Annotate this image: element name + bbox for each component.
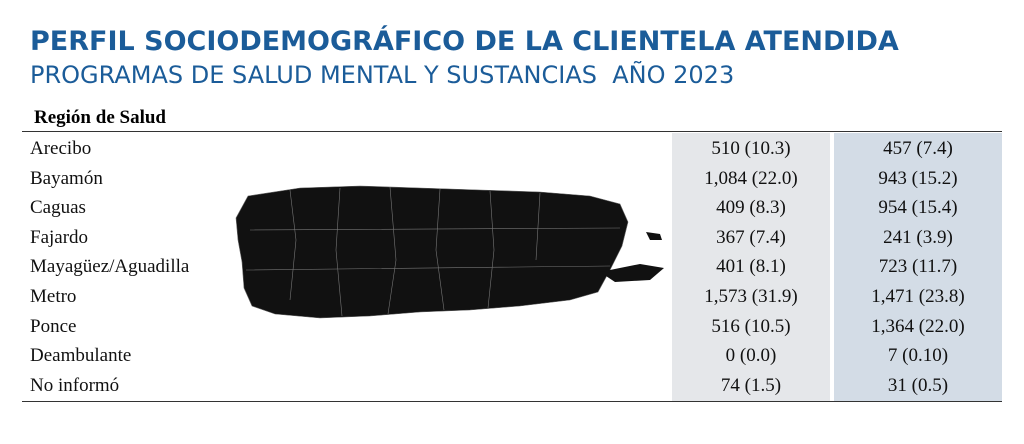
value-cell: 0 (0.0) bbox=[725, 345, 777, 367]
value-cell: 31 (0.5) bbox=[887, 374, 949, 396]
region-name: Mayagüez/Aguadilla bbox=[30, 256, 190, 278]
region-name: Arecibo bbox=[30, 138, 92, 159]
value-cell: 409 (8.3) bbox=[716, 197, 786, 219]
column-header: Región de Salud bbox=[34, 107, 166, 128]
value-cell: 510 (10.3) bbox=[711, 138, 791, 159]
value-cell: 1,364 (22.0) bbox=[871, 315, 965, 337]
title: PERFIL SOCIODEMOGRÁFICO DE LA CLIENTELA … bbox=[30, 26, 899, 57]
value-cell: 457 (7.4) bbox=[883, 138, 953, 159]
value-cell: 723 (11.7) bbox=[878, 256, 958, 278]
value-cell: 1,573 (31.9) bbox=[704, 286, 798, 307]
region-name: Deambulante bbox=[30, 345, 132, 367]
value-cell: 74 (1.5) bbox=[720, 374, 782, 396]
island-vieques bbox=[600, 264, 664, 282]
island-borders bbox=[245, 186, 621, 317]
value-cell: 516 (10.5) bbox=[711, 315, 791, 337]
column-band bbox=[834, 133, 1002, 401]
island-map bbox=[235, 185, 629, 319]
value-cell: 367 (7.4) bbox=[716, 226, 786, 248]
region-name: Metro bbox=[30, 286, 77, 307]
region-name: Fajardo bbox=[30, 226, 89, 248]
value-cell: 1,471 (23.8) bbox=[871, 286, 965, 307]
island-culebra bbox=[646, 232, 662, 240]
subtitle: PROGRAMAS DE SALUD MENTAL Y SUSTANCIAS A… bbox=[30, 61, 735, 89]
value-cell: 954 (15.4) bbox=[878, 197, 958, 219]
value-cell: 1,084 (22.0) bbox=[704, 167, 798, 189]
header-rule bbox=[22, 131, 1002, 132]
region-name: Ponce bbox=[30, 315, 77, 337]
region-name: Caguas bbox=[30, 197, 86, 219]
column-band bbox=[672, 133, 830, 401]
region-name: Bayamón bbox=[30, 167, 103, 189]
value-cell: 241 (3.9) bbox=[883, 226, 953, 248]
value-cell: 943 (15.2) bbox=[878, 167, 958, 189]
bottom-rule bbox=[22, 401, 1002, 402]
region-name: No informó bbox=[30, 374, 120, 396]
value-cell: 7 (0.10) bbox=[887, 345, 949, 367]
value-cell: 401 (8.1) bbox=[716, 256, 786, 278]
